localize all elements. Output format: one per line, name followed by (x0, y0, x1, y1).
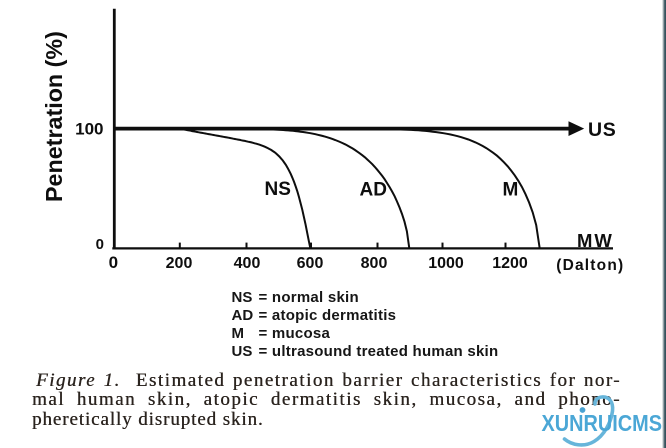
svg-text:NS: NS (265, 179, 291, 200)
svg-text:600: 600 (297, 255, 324, 272)
svg-text:MW: MW (577, 230, 614, 251)
svg-text:0: 0 (109, 253, 118, 272)
svg-text:400: 400 (234, 255, 261, 272)
svg-text:1200: 1200 (492, 255, 528, 272)
svg-text:0: 0 (96, 236, 104, 253)
svg-text:1000: 1000 (428, 255, 464, 272)
svg-text:XUNRUICMS: XUNRUICMS (542, 410, 663, 436)
svg-text:200: 200 (166, 255, 193, 272)
svg-text:(Dalton): (Dalton) (556, 257, 624, 274)
svg-text:M: M (503, 180, 519, 201)
svg-text:US: US (588, 119, 617, 141)
svg-text:800: 800 (361, 255, 388, 272)
svg-text:100: 100 (75, 119, 103, 138)
svg-text:Penetration (%): Penetration (%) (41, 31, 67, 202)
svg-text:AD: AD (360, 180, 387, 201)
